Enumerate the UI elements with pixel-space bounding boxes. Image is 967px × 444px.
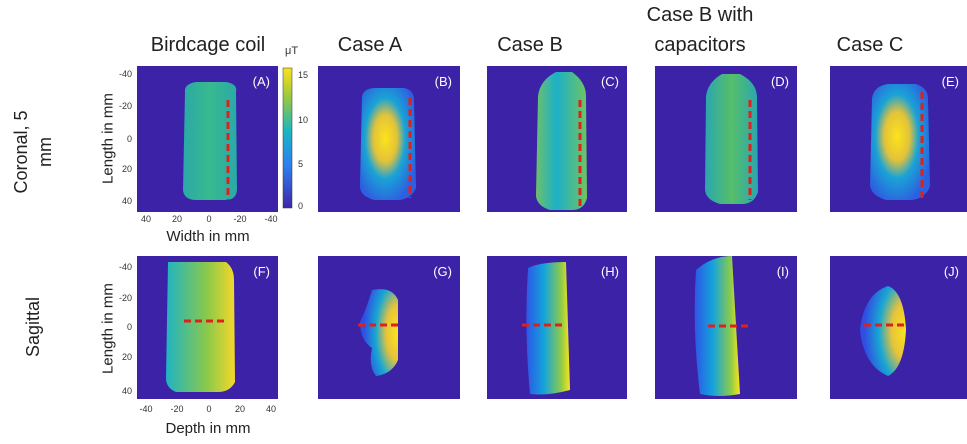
colorbar-tick: 5 [298,159,304,169]
panel-label: (A) [253,74,270,89]
y-tick-label: 0 [126,322,132,332]
panel-label: (J) [944,264,959,279]
phantom [526,262,570,395]
y-tick-label: 40 [121,386,132,396]
column-title: Case C [836,34,904,56]
panel-label: (C) [601,74,619,89]
colorbar-tick: 10 [298,115,309,125]
colorbar [282,67,293,209]
y-tick-label: -20 [118,101,132,111]
x-tick-label: 20 [234,404,245,414]
phantom [694,256,740,396]
column-title: Case A [337,34,403,56]
phantom [705,74,758,204]
panel-label: (H) [601,264,619,279]
colorbar-unit: μT [285,45,299,57]
x-tick-label: -20 [233,214,247,224]
y-tick-label: 20 [121,352,132,362]
x-tick-label: -20 [170,404,184,414]
panel-label: (I) [777,264,789,279]
x-tick-label: -40 [139,404,153,414]
y-tick-label: 0 [126,134,132,144]
phantom [870,84,930,200]
column-title: Case B with capacitors [646,4,754,56]
x-axis-label: Depth in mm [165,420,251,437]
column-title: Birdcage coil [150,34,266,56]
phantom [166,262,235,392]
x-tick-label: 40 [140,214,151,224]
panel-label: (F) [253,264,270,279]
x-tick-label: 20 [171,214,182,224]
column-title: Case B [497,34,563,56]
y-tick-label: -40 [118,69,132,79]
phantom [360,289,398,376]
panel-label: (D) [771,74,789,89]
row-label: Sagittal [23,296,43,358]
row-label: Coronal, 5 mm [11,110,55,194]
y-tick-label: 40 [121,196,132,206]
x-tick-label: 40 [265,404,276,414]
y-axis-label: Length in mm [99,283,117,374]
colorbar-tick: 0 [298,201,304,211]
panel-label: (E) [942,74,959,89]
phantom [360,88,416,200]
x-axis-label: Width in mm [166,228,250,245]
x-tick-label: -40 [264,214,278,224]
y-tick-label: 20 [121,164,132,174]
y-tick-label: -20 [118,293,132,303]
y-axis-label: Length in mm [99,93,117,184]
phantom [183,82,237,200]
colorbar-tick: 15 [298,70,309,80]
x-tick-label: 0 [206,214,212,224]
phantom [536,72,587,210]
panel-label: (B) [435,74,452,89]
x-tick-label: 0 [206,404,212,414]
panel-label: (G) [433,264,452,279]
phantom [860,286,906,376]
y-tick-label: -40 [118,262,132,272]
